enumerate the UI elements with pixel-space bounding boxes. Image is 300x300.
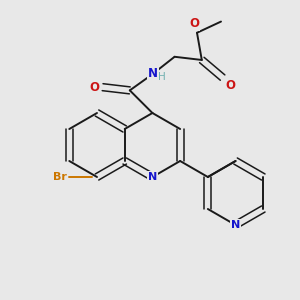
Text: N: N — [148, 67, 158, 80]
Text: N: N — [148, 172, 157, 182]
Text: Br: Br — [53, 172, 67, 182]
Text: H: H — [158, 72, 166, 82]
Text: O: O — [226, 79, 236, 92]
Text: O: O — [189, 17, 199, 30]
Text: O: O — [90, 81, 100, 94]
Text: N: N — [231, 220, 240, 230]
